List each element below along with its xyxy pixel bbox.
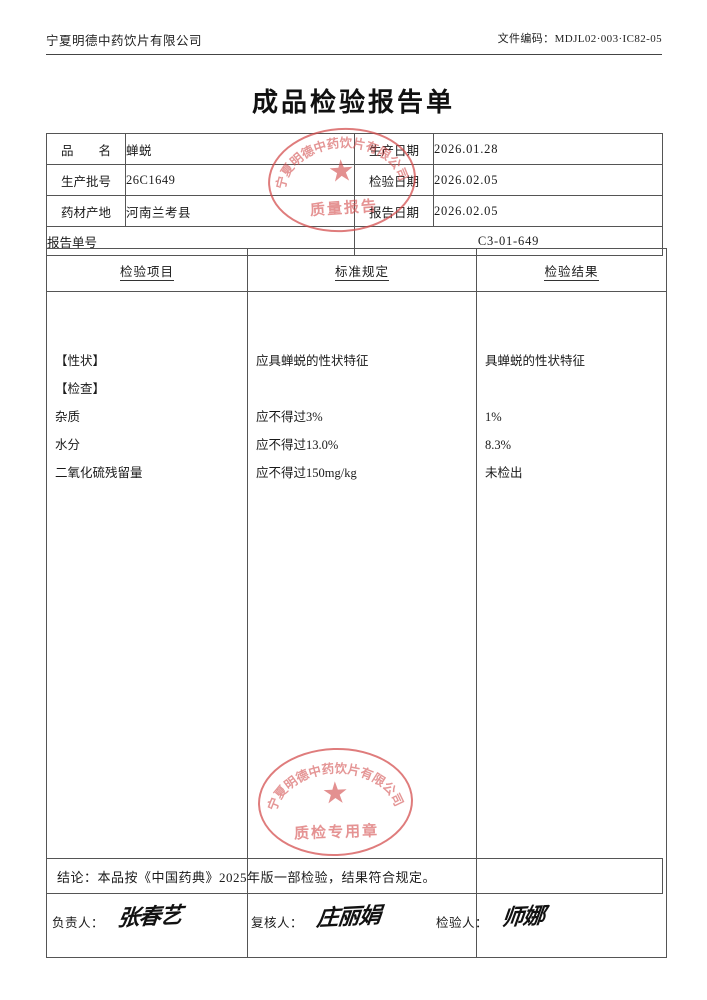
- seal-arc-bottom: 宁夏明德中药饮片有限公司: [263, 758, 406, 813]
- table-row: 品 名 蝉蜕 生产日期 2026.01.28: [46, 133, 663, 165]
- inspection-date-value: 2026.02.05: [433, 164, 663, 196]
- signature-responsible-label: 负责人：: [52, 916, 105, 930]
- document-code-value: MDJL02·003·IC82-05: [554, 33, 662, 45]
- table-row: 结论：本品按《中国药典》2025年版一部检验，结果符合规定。: [46, 858, 663, 894]
- results-result-column: 具蝉蜕的性状特征 1% 8.3% 未检出: [476, 291, 667, 958]
- signature-reviewer-label: 复核人：: [251, 916, 304, 930]
- production-date-value: 2026.01.28: [433, 133, 663, 165]
- seal-star-icon-bottom: ★: [321, 776, 350, 811]
- signature-inspector: 检验人： 师娜: [436, 902, 546, 932]
- batch-number-label: 生产批号: [46, 164, 126, 196]
- quality-seal-top: 宁夏明德中药饮片有限公司 ★ 质量报告: [264, 122, 420, 238]
- column-header-standard: 标准规定: [247, 248, 477, 292]
- test-item: 二氧化硫残留量: [55, 466, 143, 480]
- signature-inspector-label: 检验人：: [436, 916, 489, 930]
- signature-reviewer: 复核人： 庄丽娟: [251, 902, 382, 932]
- page-header: 宁夏明德中药饮片有限公司 文件编码：MDJL02·003·IC82-05: [46, 30, 662, 55]
- column-header-item: 检验项目: [46, 248, 248, 292]
- results-table: 检验项目 标准规定 检验结果 【性状】 【检查】 杂质 水分 二氧化硫残留量 应…: [46, 248, 667, 958]
- test-result: 具蝉蜕的性状特征: [485, 354, 586, 368]
- product-name-value: 蝉蜕: [125, 133, 355, 165]
- table-row: 生产批号 26C1649 检验日期 2026.02.05: [46, 164, 663, 196]
- origin-label: 药材产地: [46, 195, 126, 227]
- table-row: 药材产地 河南兰考县 报告日期 2026.02.05: [46, 195, 663, 227]
- signature-responsible: 负责人： 张春艺: [52, 902, 183, 932]
- page-title: 成品检验报告单: [251, 88, 455, 117]
- test-standard: [248, 375, 476, 403]
- seal-arc-top: 宁夏明德中药饮片有限公司: [270, 130, 411, 191]
- results-body-row: 【性状】 【检查】 杂质 水分 二氧化硫残留量 应具蝉蜕的性状特征 应不得过3%…: [46, 291, 667, 958]
- test-standard: 应具蝉蜕的性状特征: [256, 354, 369, 368]
- conclusion-table: 结论：本品按《中国药典》2025年版一部检验，结果符合规定。: [46, 858, 663, 894]
- inspection-date-label: 检验日期: [354, 164, 434, 196]
- conclusion-text: 结论：本品按《中国药典》2025年版一部检验，结果符合规定。: [46, 858, 663, 894]
- results-standard-column: 应具蝉蜕的性状特征 应不得过3% 应不得过13.0% 应不得过150mg/kg: [247, 291, 477, 958]
- product-name-label: 品 名: [46, 133, 126, 165]
- column-header-standard-text: 标准规定: [334, 264, 389, 281]
- column-header-result-text: 检验结果: [544, 264, 599, 281]
- company-name: 宁夏明德中药饮片有限公司: [46, 34, 203, 48]
- test-standard: 应不得过13.0%: [256, 438, 339, 452]
- info-table: 品 名 蝉蜕 生产日期 2026.01.28 生产批号 26C1649 检验日期…: [46, 133, 663, 256]
- test-result: 1%: [485, 410, 502, 424]
- signature-responsible-name: 张春艺: [116, 902, 183, 932]
- test-item: 杂质: [55, 410, 81, 424]
- signature-row: 负责人： 张春艺 复核人： 庄丽娟 检验人： 师娜: [46, 898, 663, 948]
- test-item: 【检查】: [55, 382, 106, 396]
- test-result: [477, 375, 666, 403]
- column-header-item-text: 检验项目: [119, 264, 174, 281]
- signature-inspector-name: 师娜: [500, 902, 546, 932]
- signature-reviewer-name: 庄丽娟: [315, 902, 382, 932]
- quality-seal-bottom: 宁夏明德中药饮片有限公司 ★ 质检专用章: [256, 745, 415, 859]
- report-date-value: 2026.02.05: [433, 195, 663, 227]
- test-result: 8.3%: [485, 438, 512, 452]
- seal-star-icon-top: ★: [326, 154, 356, 189]
- column-header-result: 检验结果: [476, 248, 667, 292]
- origin-value: 河南兰考县: [125, 195, 355, 227]
- test-standard: 应不得过3%: [256, 410, 323, 424]
- test-result: 未检出: [485, 466, 523, 480]
- results-header-row: 检验项目 标准规定 检验结果: [46, 248, 667, 292]
- document-code: 文件编码：MDJL02·003·IC82-05: [498, 30, 662, 46]
- document-code-label: 文件编码：: [497, 33, 555, 45]
- results-item-column: 【性状】 【检查】 杂质 水分 二氧化硫残留量: [46, 291, 248, 958]
- report-date-label: 报告日期: [354, 195, 434, 227]
- test-standard: 应不得过150mg/kg: [256, 466, 357, 480]
- test-item: 【性状】: [55, 354, 106, 368]
- test-item: 水分: [55, 438, 81, 452]
